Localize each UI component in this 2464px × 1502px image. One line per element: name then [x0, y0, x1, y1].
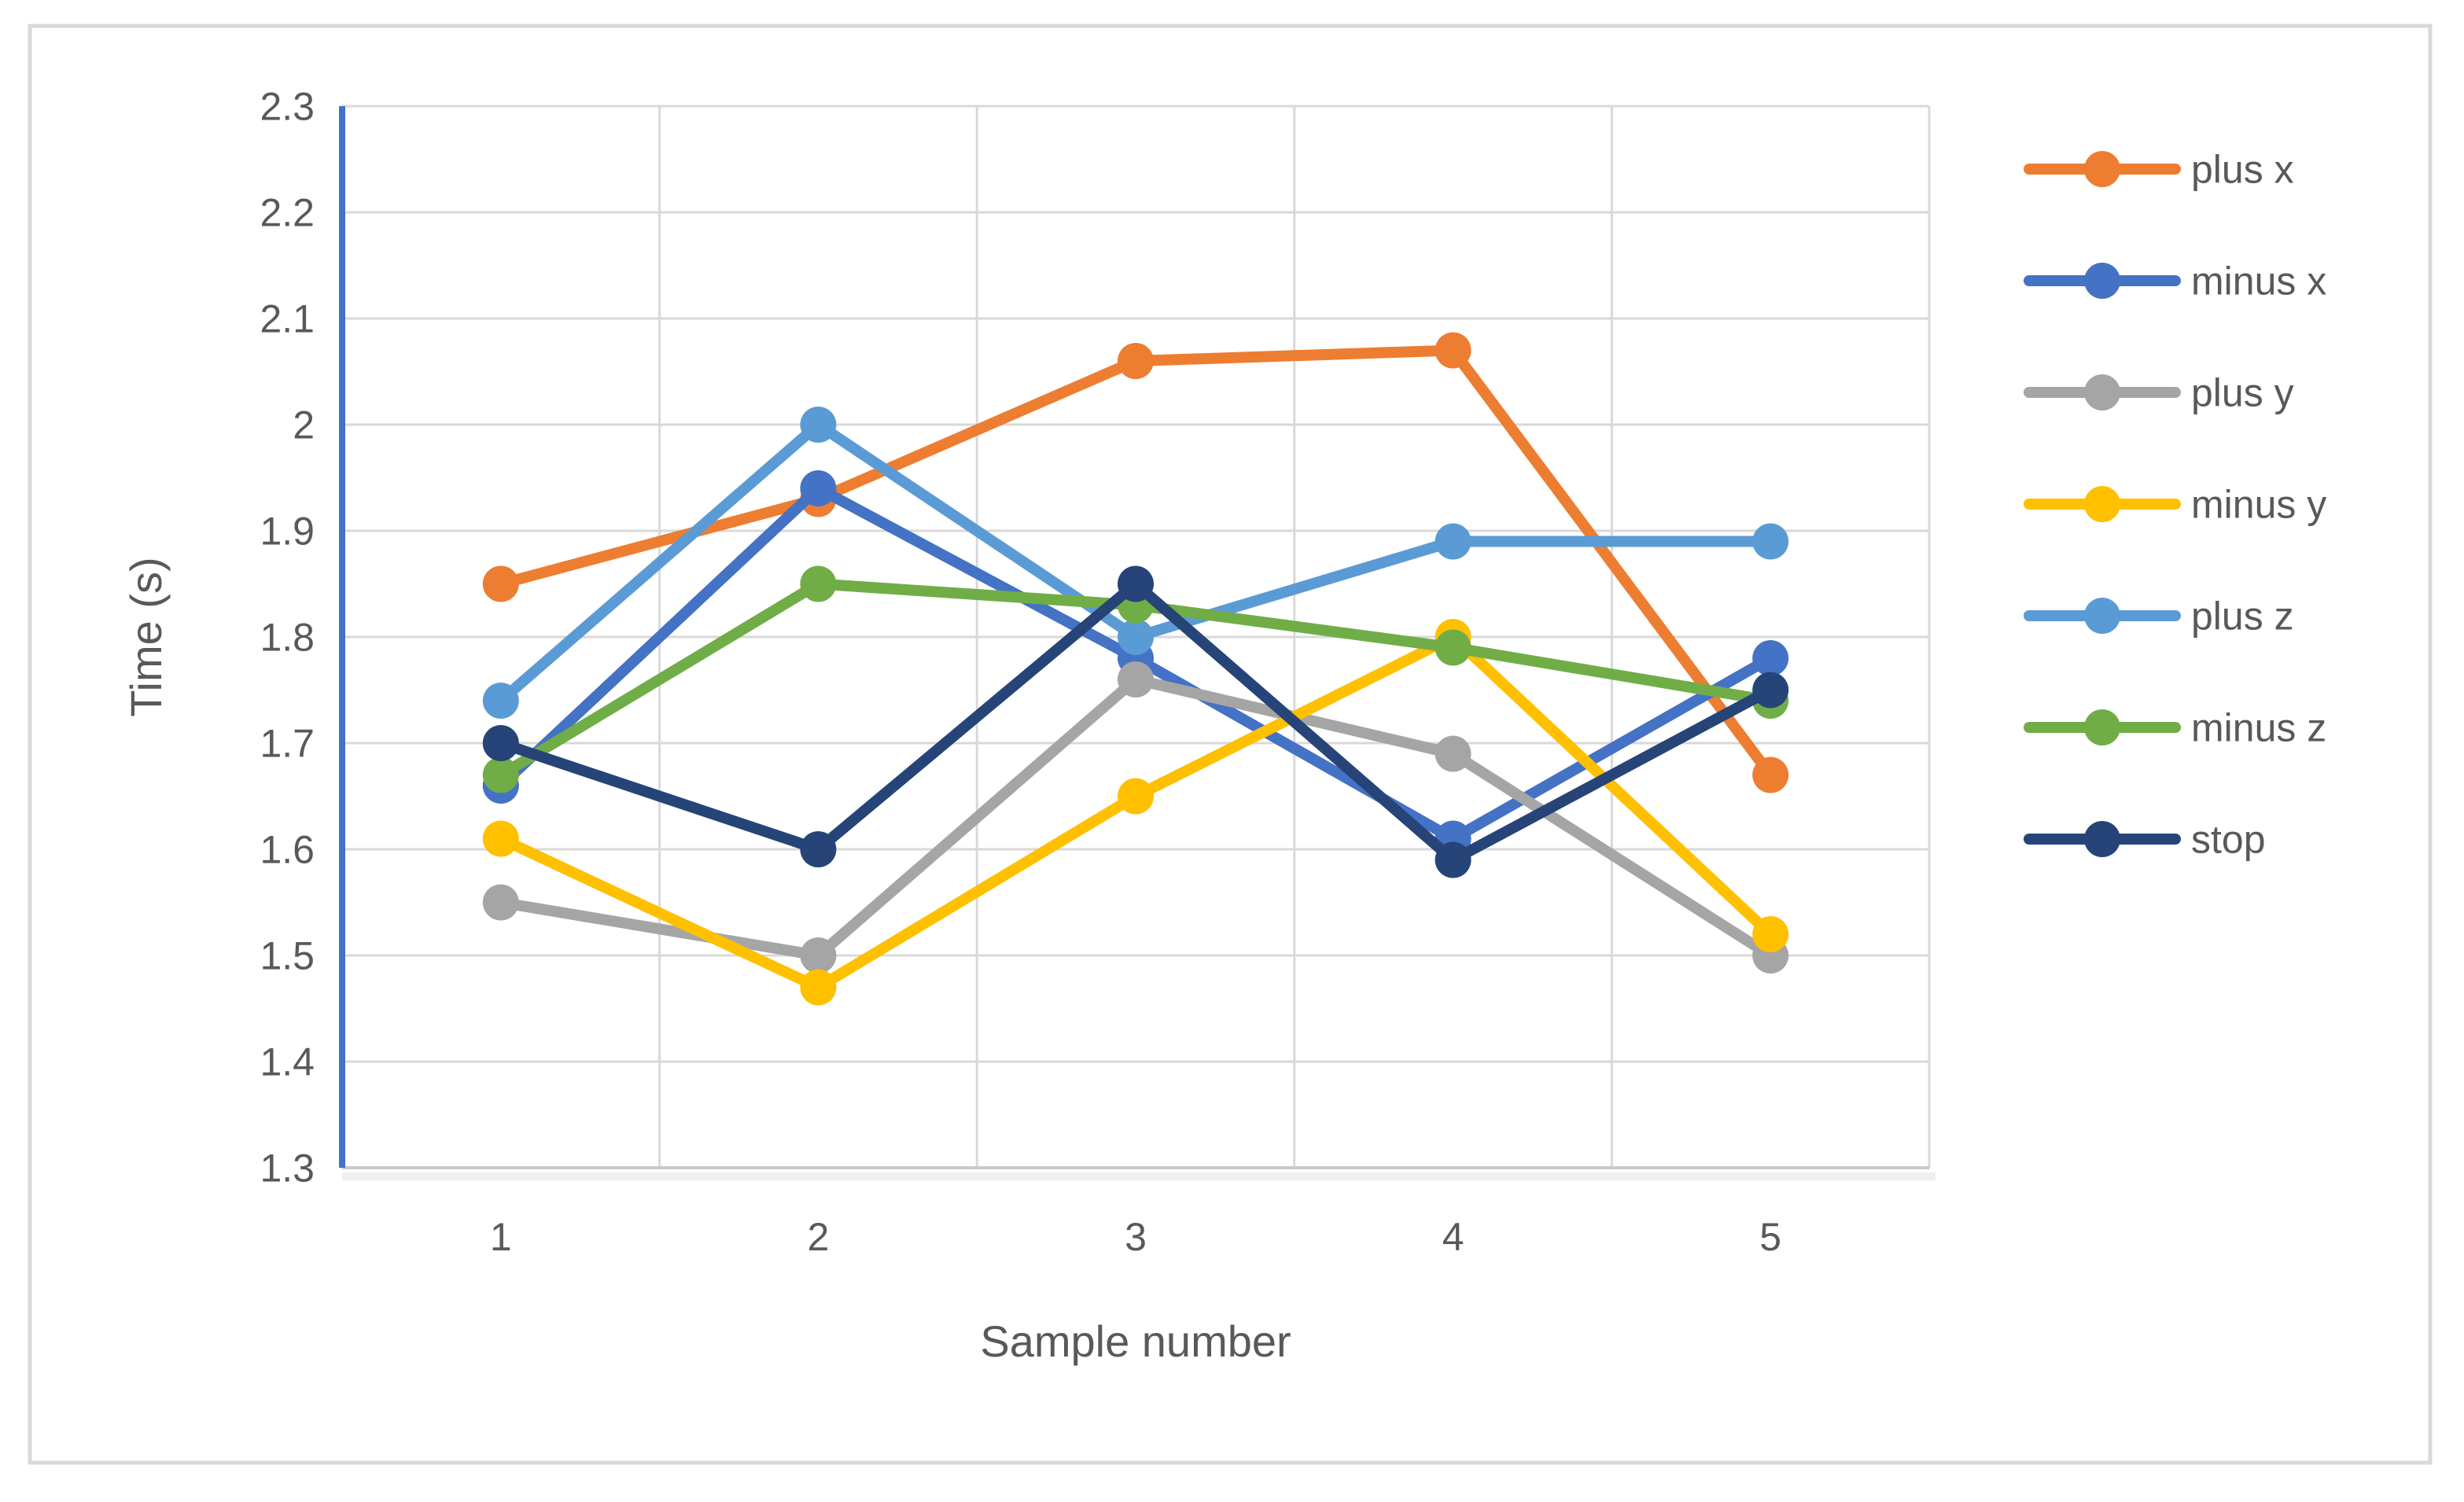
y-axis-title[interactable]: Time (s) — [121, 557, 171, 716]
data-point-plus-z-1[interactable] — [482, 683, 519, 719]
y-tick-label[interactable]: 1.3 — [260, 1147, 315, 1191]
legend-item-minus-y[interactable]: minus y — [2024, 483, 2326, 527]
x-tick-label[interactable]: 5 — [1759, 1215, 1781, 1259]
data-point-plus-z-3[interactable] — [1118, 619, 1154, 655]
y-tick-label[interactable]: 1.4 — [260, 1040, 315, 1084]
data-point-minus-y-2[interactable] — [800, 969, 837, 1006]
data-point-plus-y-3[interactable] — [1118, 661, 1154, 698]
legend-item-minus-z[interactable]: minus z — [2024, 706, 2326, 750]
legend-item-stop[interactable]: stop — [2024, 818, 2266, 862]
data-point-minus-y-3[interactable] — [1118, 778, 1154, 815]
legend-label[interactable]: plus y — [2191, 371, 2294, 415]
legend-label[interactable]: plus z — [2191, 595, 2294, 639]
legend-label[interactable]: plus x — [2191, 148, 2294, 192]
legend-marker-icon — [2084, 263, 2120, 299]
data-point-plus-y-1[interactable] — [482, 884, 519, 921]
x-tick-label[interactable]: 4 — [1442, 1215, 1464, 1259]
legend-item-plus-z[interactable]: plus z — [2024, 595, 2294, 639]
data-point-plus-x-3[interactable] — [1118, 343, 1154, 379]
y-axis-tick-labels: 1.3 1.4 1.5 1.6 1.7 1.8 1.9 2 2.1 2.2 2.3 — [260, 85, 315, 1191]
series-plus-z — [482, 407, 1789, 719]
data-point-minus-z-2[interactable] — [800, 565, 837, 602]
data-point-minus-z-4[interactable] — [1435, 629, 1471, 666]
data-point-minus-z-1[interactable] — [482, 757, 519, 793]
data-point-plus-z-2[interactable] — [800, 407, 837, 443]
data-point-plus-y-4[interactable] — [1435, 735, 1471, 772]
data-point-stop-2[interactable] — [800, 831, 837, 867]
data-point-plus-z-4[interactable] — [1435, 523, 1471, 560]
data-point-minus-y-5[interactable] — [1752, 916, 1789, 952]
legend-item-plus-y[interactable]: plus y — [2024, 371, 2294, 415]
legend: plus x minus x plus y minus y plus z minus z s… — [2024, 148, 2326, 862]
data-point-stop-1[interactable] — [482, 725, 519, 761]
data-point-plus-y-2[interactable] — [800, 937, 837, 974]
legend-marker-icon — [2084, 151, 2120, 187]
x-tick-label[interactable]: 3 — [1125, 1215, 1147, 1259]
x-axis-title[interactable]: Sample number — [980, 1316, 1291, 1366]
data-point-minus-x-2[interactable] — [800, 470, 837, 506]
y-tick-label[interactable]: 2 — [293, 403, 315, 447]
y-tick-label[interactable]: 2.3 — [260, 85, 315, 129]
data-point-stop-3[interactable] — [1118, 565, 1154, 602]
y-tick-label[interactable]: 2.2 — [260, 191, 315, 235]
data-point-minus-y-1[interactable] — [482, 820, 519, 857]
y-tick-label[interactable]: 1.5 — [260, 934, 315, 978]
legend-marker-icon — [2084, 598, 2120, 634]
x-tick-label[interactable]: 2 — [807, 1215, 829, 1259]
legend-marker-icon — [2084, 821, 2120, 857]
data-point-stop-4[interactable] — [1435, 841, 1471, 878]
y-tick-label[interactable]: 1.7 — [260, 722, 315, 766]
legend-label[interactable]: stop — [2191, 818, 2266, 862]
y-tick-label[interactable]: 1.8 — [260, 616, 315, 660]
y-tick-label[interactable]: 1.9 — [260, 510, 315, 554]
data-point-stop-5[interactable] — [1752, 672, 1789, 709]
series-stop — [482, 565, 1789, 878]
data-point-plus-x-5[interactable] — [1752, 757, 1789, 793]
plot-series — [482, 332, 1789, 1006]
legend-marker-icon — [2084, 709, 2120, 745]
data-point-plus-x-1[interactable] — [482, 565, 519, 602]
legend-label[interactable]: minus z — [2191, 706, 2326, 750]
legend-label[interactable]: minus y — [2191, 483, 2326, 527]
x-tick-label[interactable]: 1 — [490, 1215, 512, 1259]
data-point-plus-x-4[interactable] — [1435, 332, 1471, 369]
series-plus-x — [482, 332, 1789, 793]
data-point-minus-x-5[interactable] — [1752, 640, 1789, 676]
y-tick-label[interactable]: 2.1 — [260, 297, 315, 341]
legend-marker-icon — [2084, 374, 2120, 410]
legend-marker-icon — [2084, 486, 2120, 522]
axes — [339, 106, 1935, 1180]
legend-label[interactable]: minus x — [2191, 260, 2326, 304]
data-point-plus-z-5[interactable] — [1752, 523, 1789, 560]
x-axis-tick-labels: 1 2 3 4 5 — [490, 1215, 1781, 1259]
legend-item-plus-x[interactable]: plus x — [2024, 148, 2294, 192]
legend-item-minus-x[interactable]: minus x — [2024, 260, 2326, 304]
y-tick-label[interactable]: 1.6 — [260, 828, 315, 872]
